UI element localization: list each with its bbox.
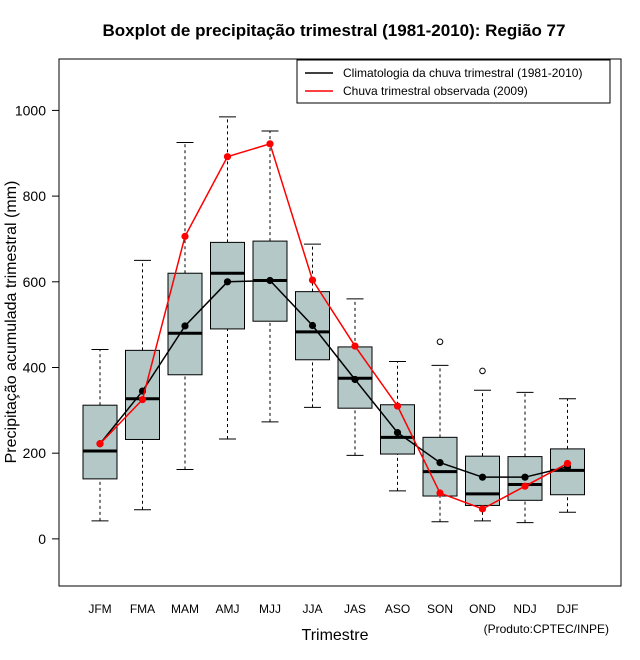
series-point <box>138 396 147 404</box>
series-point <box>436 489 444 497</box>
outlier-point <box>479 367 486 375</box>
series-point <box>393 429 402 437</box>
series-point <box>266 140 274 148</box>
series-layer <box>96 140 572 513</box>
x-tick-label: NDJ <box>513 602 536 616</box>
series-point <box>96 440 104 448</box>
boxes-layer <box>82 116 585 524</box>
y-tick-label: 200 <box>23 445 47 461</box>
box-JFM <box>82 348 118 522</box>
x-tick-label: JJA <box>302 602 322 616</box>
y-axis-title: Precipitação acumulada trimestral (mm) <box>3 181 20 464</box>
x-tick-label: AMJ <box>216 602 240 616</box>
y-tick-label: 600 <box>23 274 47 290</box>
x-tick-label: MJJ <box>259 602 281 616</box>
legend-box <box>296 59 611 104</box>
series-point <box>223 278 232 286</box>
legend: Climatologia da chuva trimestral (1981-2… <box>296 59 611 104</box>
x-tick-label: DJF <box>557 602 579 616</box>
box-ASO <box>380 360 415 492</box>
box-MAM <box>167 142 203 470</box>
series-point <box>308 276 317 284</box>
credit-text: (Produto:CPTEC/INPE) <box>484 622 609 636</box>
legend-label-climatology: Climatologia da chuva trimestral (1981-2… <box>343 66 582 80</box>
series-point <box>351 375 359 384</box>
box-iqr <box>125 349 160 440</box>
x-tick-label: ASO <box>385 602 410 616</box>
x-tick-label: JAS <box>344 602 366 616</box>
x-tick-label: MAM <box>171 602 199 616</box>
y-tick-label: 0 <box>38 531 46 547</box>
box-iqr <box>210 241 245 330</box>
y-axis: 0 200 400 600 800 1000 <box>15 102 60 547</box>
x-tick-label: JFM <box>88 602 111 616</box>
legend-label-observed: Chuva trimestral observada (2009) <box>343 84 528 98</box>
y-tick-label: 1000 <box>15 102 46 118</box>
box-FMA <box>125 259 160 511</box>
series-point <box>393 402 402 410</box>
series-point <box>223 153 232 161</box>
series-point <box>308 321 317 330</box>
y-tick-label: 400 <box>23 359 47 375</box>
box-AMJ <box>210 116 245 440</box>
chart-title: Boxplot de precipitação trimestral (1981… <box>103 21 566 40</box>
series-point <box>351 342 359 350</box>
series-point <box>563 459 572 468</box>
series-point <box>478 473 487 481</box>
box-DJF <box>550 398 585 513</box>
series-line <box>99 279 568 478</box>
x-tick-label: SON <box>427 602 453 616</box>
series-1 <box>96 140 572 513</box>
series-point <box>266 276 274 285</box>
x-tick-label: OND <box>469 602 496 616</box>
series-point <box>181 322 189 330</box>
y-tick-label: 800 <box>23 188 47 204</box>
box-MJJ <box>252 130 288 423</box>
x-axis-labels: JFM FMA MAM AMJ MJJ JJA JAS ASO SON OND NDJ DJF <box>88 602 578 616</box>
box-OND <box>465 367 500 522</box>
box-iqr <box>465 455 500 506</box>
series-point <box>478 505 487 513</box>
series-line <box>99 142 568 510</box>
series-point <box>181 232 189 240</box>
series-0 <box>96 276 572 481</box>
series-point <box>521 473 529 481</box>
series-point <box>436 459 444 467</box>
x-tick-label: FMA <box>130 602 155 616</box>
series-point <box>521 482 529 490</box>
x-axis-title: Trimestre <box>302 627 369 644</box>
outlier-point <box>436 338 444 346</box>
box-NDJ <box>507 391 543 524</box>
